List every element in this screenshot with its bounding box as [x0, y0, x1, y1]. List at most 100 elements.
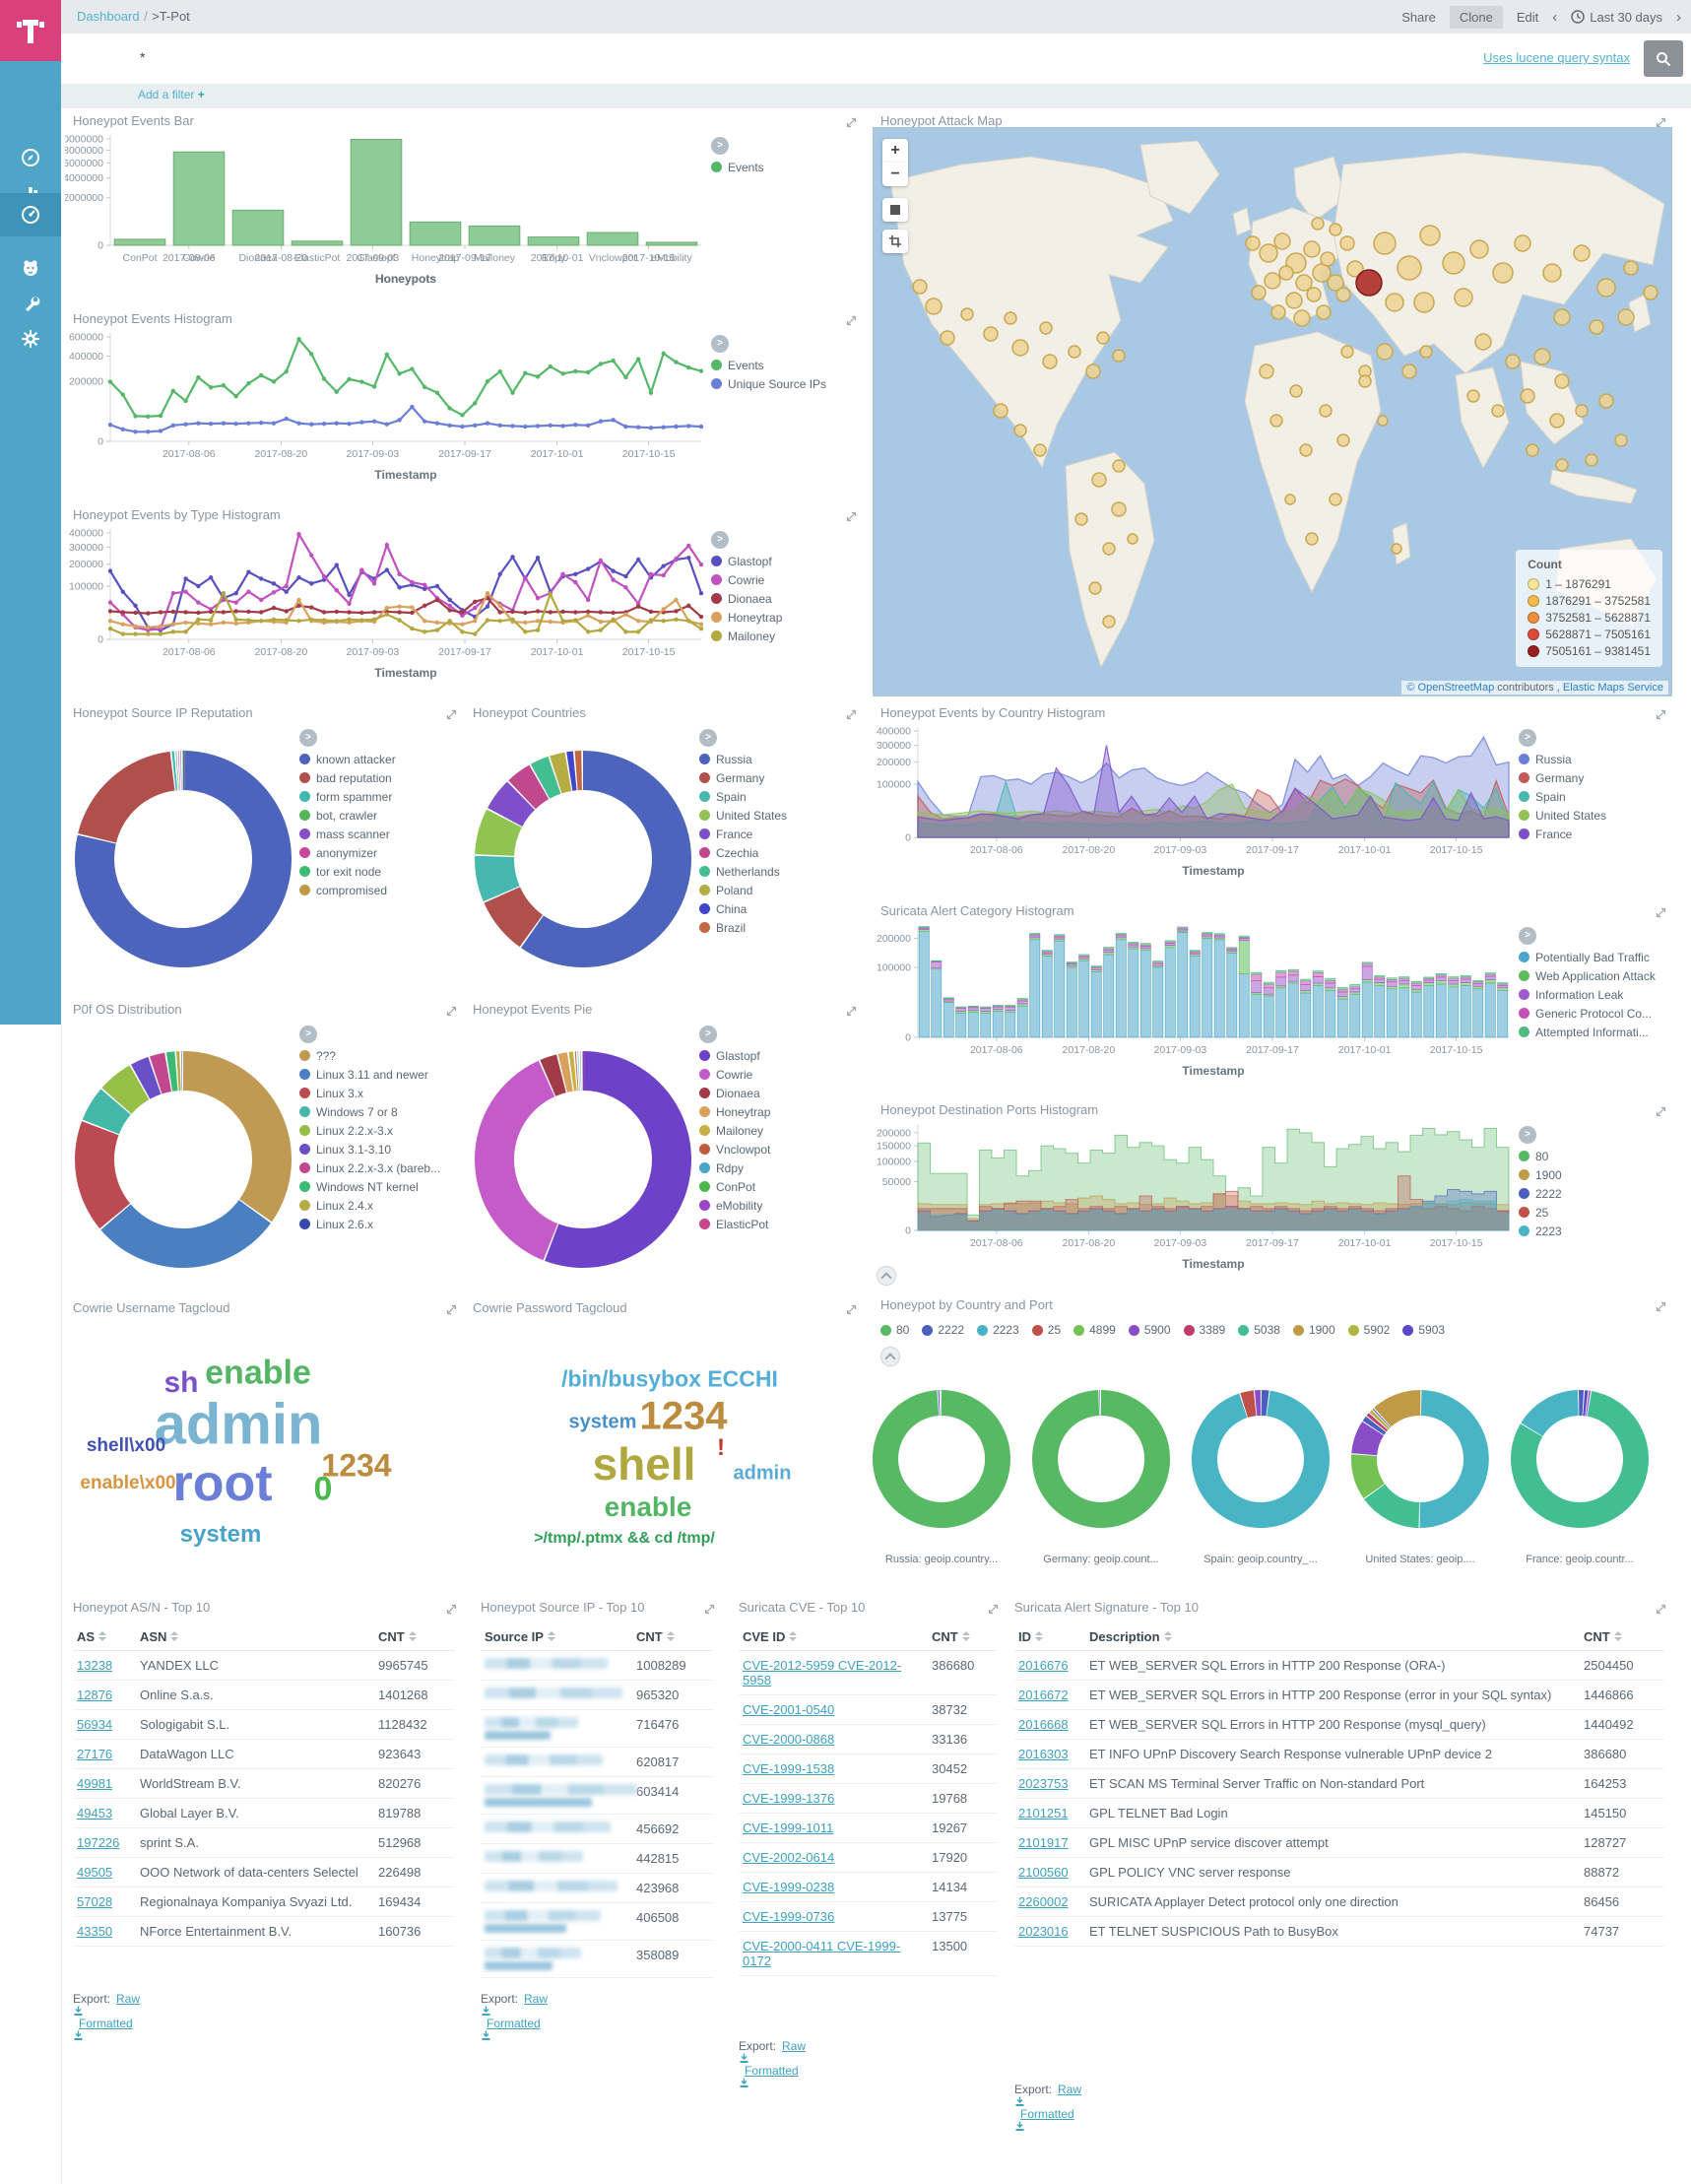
legend-collapse-icon[interactable]: >: [1519, 927, 1536, 945]
legend-collapse-icon[interactable]: >: [711, 335, 729, 353]
tagcloud-word[interactable]: enable: [205, 1354, 311, 1392]
sort-icon[interactable]: [1163, 1631, 1172, 1641]
world-map[interactable]: + − Count 1 – 1876291 1876291 – 3752581 37525…: [873, 127, 1672, 696]
map-fit-button[interactable]: [882, 198, 908, 222]
column-header[interactable]: ID: [1014, 1623, 1085, 1651]
table-link[interactable]: 49453: [77, 1806, 113, 1820]
sort-icon[interactable]: [1035, 1631, 1043, 1641]
table-row[interactable]: 49505 OOO Network of data-centers Selecte…: [73, 1857, 455, 1887]
time-back-icon[interactable]: ‹: [1552, 8, 1558, 26]
legend-item[interactable]: Windows NT kernel: [299, 1177, 440, 1196]
legend-item[interactable]: 25: [1519, 1203, 1562, 1222]
table-link[interactable]: CVE-2012-5959 CVE-2012-5958: [743, 1658, 902, 1688]
edit-button[interactable]: Edit: [1516, 9, 1539, 25]
expand-panel-icon[interactable]: [846, 315, 857, 326]
legend-item[interactable]: Dionaea: [711, 589, 782, 608]
table-link[interactable]: CVE-1999-1011: [743, 1820, 834, 1835]
table-link[interactable]: 2101251: [1018, 1806, 1069, 1820]
legend-item[interactable]: 5903: [1402, 1323, 1445, 1337]
legend-item[interactable]: ElasticPot: [699, 1215, 770, 1233]
expand-panel-icon[interactable]: [446, 1604, 457, 1615]
tagcloud-word[interactable]: shell\x00: [86, 1435, 166, 1456]
expand-panel-icon[interactable]: [846, 709, 857, 720]
table-link[interactable]: CVE-1999-0238: [743, 1880, 835, 1894]
column-header[interactable]: AS: [73, 1623, 136, 1651]
legend-item[interactable]: 80: [880, 1323, 909, 1337]
donut-chart[interactable]: [69, 1022, 301, 1297]
sort-icon[interactable]: [170, 1631, 179, 1641]
export-formatted-link[interactable]: Formatted: [1020, 2107, 1074, 2121]
table-link[interactable]: CVE-2002-0614: [743, 1850, 835, 1865]
legend-item[interactable]: Events: [711, 158, 764, 176]
table-link[interactable]: CVE-1999-1538: [743, 1761, 835, 1776]
search-input[interactable]: *: [140, 49, 146, 65]
collapse-up-icon[interactable]: [877, 1266, 896, 1286]
legend-item[interactable]: 2223: [1519, 1222, 1562, 1240]
table-link[interactable]: 2016303: [1018, 1747, 1069, 1761]
legend-item[interactable]: Events: [711, 356, 826, 374]
table-row[interactable]: CVE-2000-0411 CVE-1999-0172 13500: [739, 1931, 997, 1976]
map-crop-button[interactable]: [882, 230, 908, 253]
table-row[interactable]: 2016676 ET WEB_SERVER SQL Errors in HTTP …: [1014, 1650, 1664, 1681]
tagcloud-word[interactable]: system: [179, 1521, 262, 1548]
legend-item[interactable]: France: [699, 825, 787, 843]
share-button[interactable]: Share: [1401, 9, 1436, 25]
tagcloud-word[interactable]: !: [717, 1434, 725, 1461]
export-formatted-link[interactable]: Formatted: [745, 2064, 799, 2078]
legend-item[interactable]: Linux 3.1-3.10: [299, 1140, 440, 1158]
legend-item[interactable]: Dionaea: [699, 1084, 770, 1102]
tagcloud-word[interactable]: enable\x00: [80, 1473, 176, 1493]
table-link[interactable]: CVE-1999-0736: [743, 1909, 835, 1924]
country-port-donuts[interactable]: [873, 1374, 1672, 1548]
table-row[interactable]: CVE-1999-1538 30452: [739, 1754, 997, 1784]
search-button[interactable]: [1644, 40, 1683, 77]
table-row[interactable]: CVE-2002-0614 17920: [739, 1842, 997, 1873]
legend-item[interactable]: Glastopf: [699, 1046, 770, 1065]
legend-item[interactable]: Information Leak: [1519, 985, 1656, 1004]
tagcloud-word[interactable]: enable: [604, 1491, 692, 1522]
sort-icon[interactable]: [98, 1631, 107, 1641]
table-row[interactable]: 2101917 GPL MISC UPnP service discover at…: [1014, 1827, 1664, 1858]
legend-collapse-icon[interactable]: >: [299, 729, 317, 747]
sort-icon[interactable]: [1613, 1631, 1622, 1641]
export-raw-link[interactable]: Raw: [116, 1992, 141, 2006]
expand-panel-icon[interactable]: [846, 117, 857, 128]
donut-chart[interactable]: [469, 1022, 701, 1297]
expand-panel-icon[interactable]: [446, 709, 457, 720]
legend-item[interactable]: Poland: [699, 881, 787, 899]
legend-item[interactable]: Linux 2.2.x-3.x: [299, 1121, 440, 1140]
table-row[interactable]: 406508: [481, 1902, 713, 1941]
legend-collapse-icon[interactable]: >: [711, 531, 729, 549]
sidebar-item-management[interactable]: [0, 319, 61, 359]
expand-panel-icon[interactable]: [1656, 1604, 1666, 1615]
table-row[interactable]: 620817: [481, 1747, 713, 1777]
table-row[interactable]: 57028 Regionalnaya Kompaniya Svyazi Ltd. 1…: [73, 1886, 455, 1917]
legend-item[interactable]: eMobility: [699, 1196, 770, 1215]
table-row[interactable]: 49981 WorldStream B.V. 820276: [73, 1768, 455, 1799]
legend-item[interactable]: 25: [1031, 1323, 1061, 1337]
legend-item[interactable]: Mailoney: [699, 1121, 770, 1140]
table-row[interactable]: 442815: [481, 1843, 713, 1874]
table-link[interactable]: 2101917: [1018, 1835, 1069, 1850]
column-header[interactable]: Source IP: [481, 1623, 632, 1651]
expand-panel-icon[interactable]: [846, 1006, 857, 1017]
legend-item[interactable]: mass scanner: [299, 825, 396, 843]
legend-item[interactable]: 5900: [1128, 1323, 1171, 1337]
legend-item[interactable]: 2222: [1519, 1184, 1562, 1203]
legend-item[interactable]: Potentially Bad Traffic: [1519, 948, 1656, 966]
table-row[interactable]: CVE-1999-0238 14134: [739, 1872, 997, 1902]
legend-item[interactable]: Russia: [699, 750, 787, 768]
time-picker[interactable]: Last 30 days: [1571, 10, 1662, 25]
legend-item[interactable]: Spain: [1519, 787, 1606, 806]
legend-item[interactable]: China: [699, 899, 787, 918]
legend-item[interactable]: 2223: [977, 1323, 1019, 1337]
tagcloud-word[interactable]: root: [172, 1455, 273, 1512]
expand-panel-icon[interactable]: [446, 1304, 457, 1315]
donut-chart[interactable]: [69, 725, 301, 1001]
legend-item[interactable]: 80: [1519, 1147, 1562, 1165]
legend-item[interactable]: ConPot: [699, 1177, 770, 1196]
legend-item[interactable]: anonymizer: [299, 843, 396, 862]
expand-panel-icon[interactable]: [846, 1304, 857, 1315]
legend-collapse-icon[interactable]: >: [711, 137, 729, 155]
legend-item[interactable]: Czechia: [699, 843, 787, 862]
